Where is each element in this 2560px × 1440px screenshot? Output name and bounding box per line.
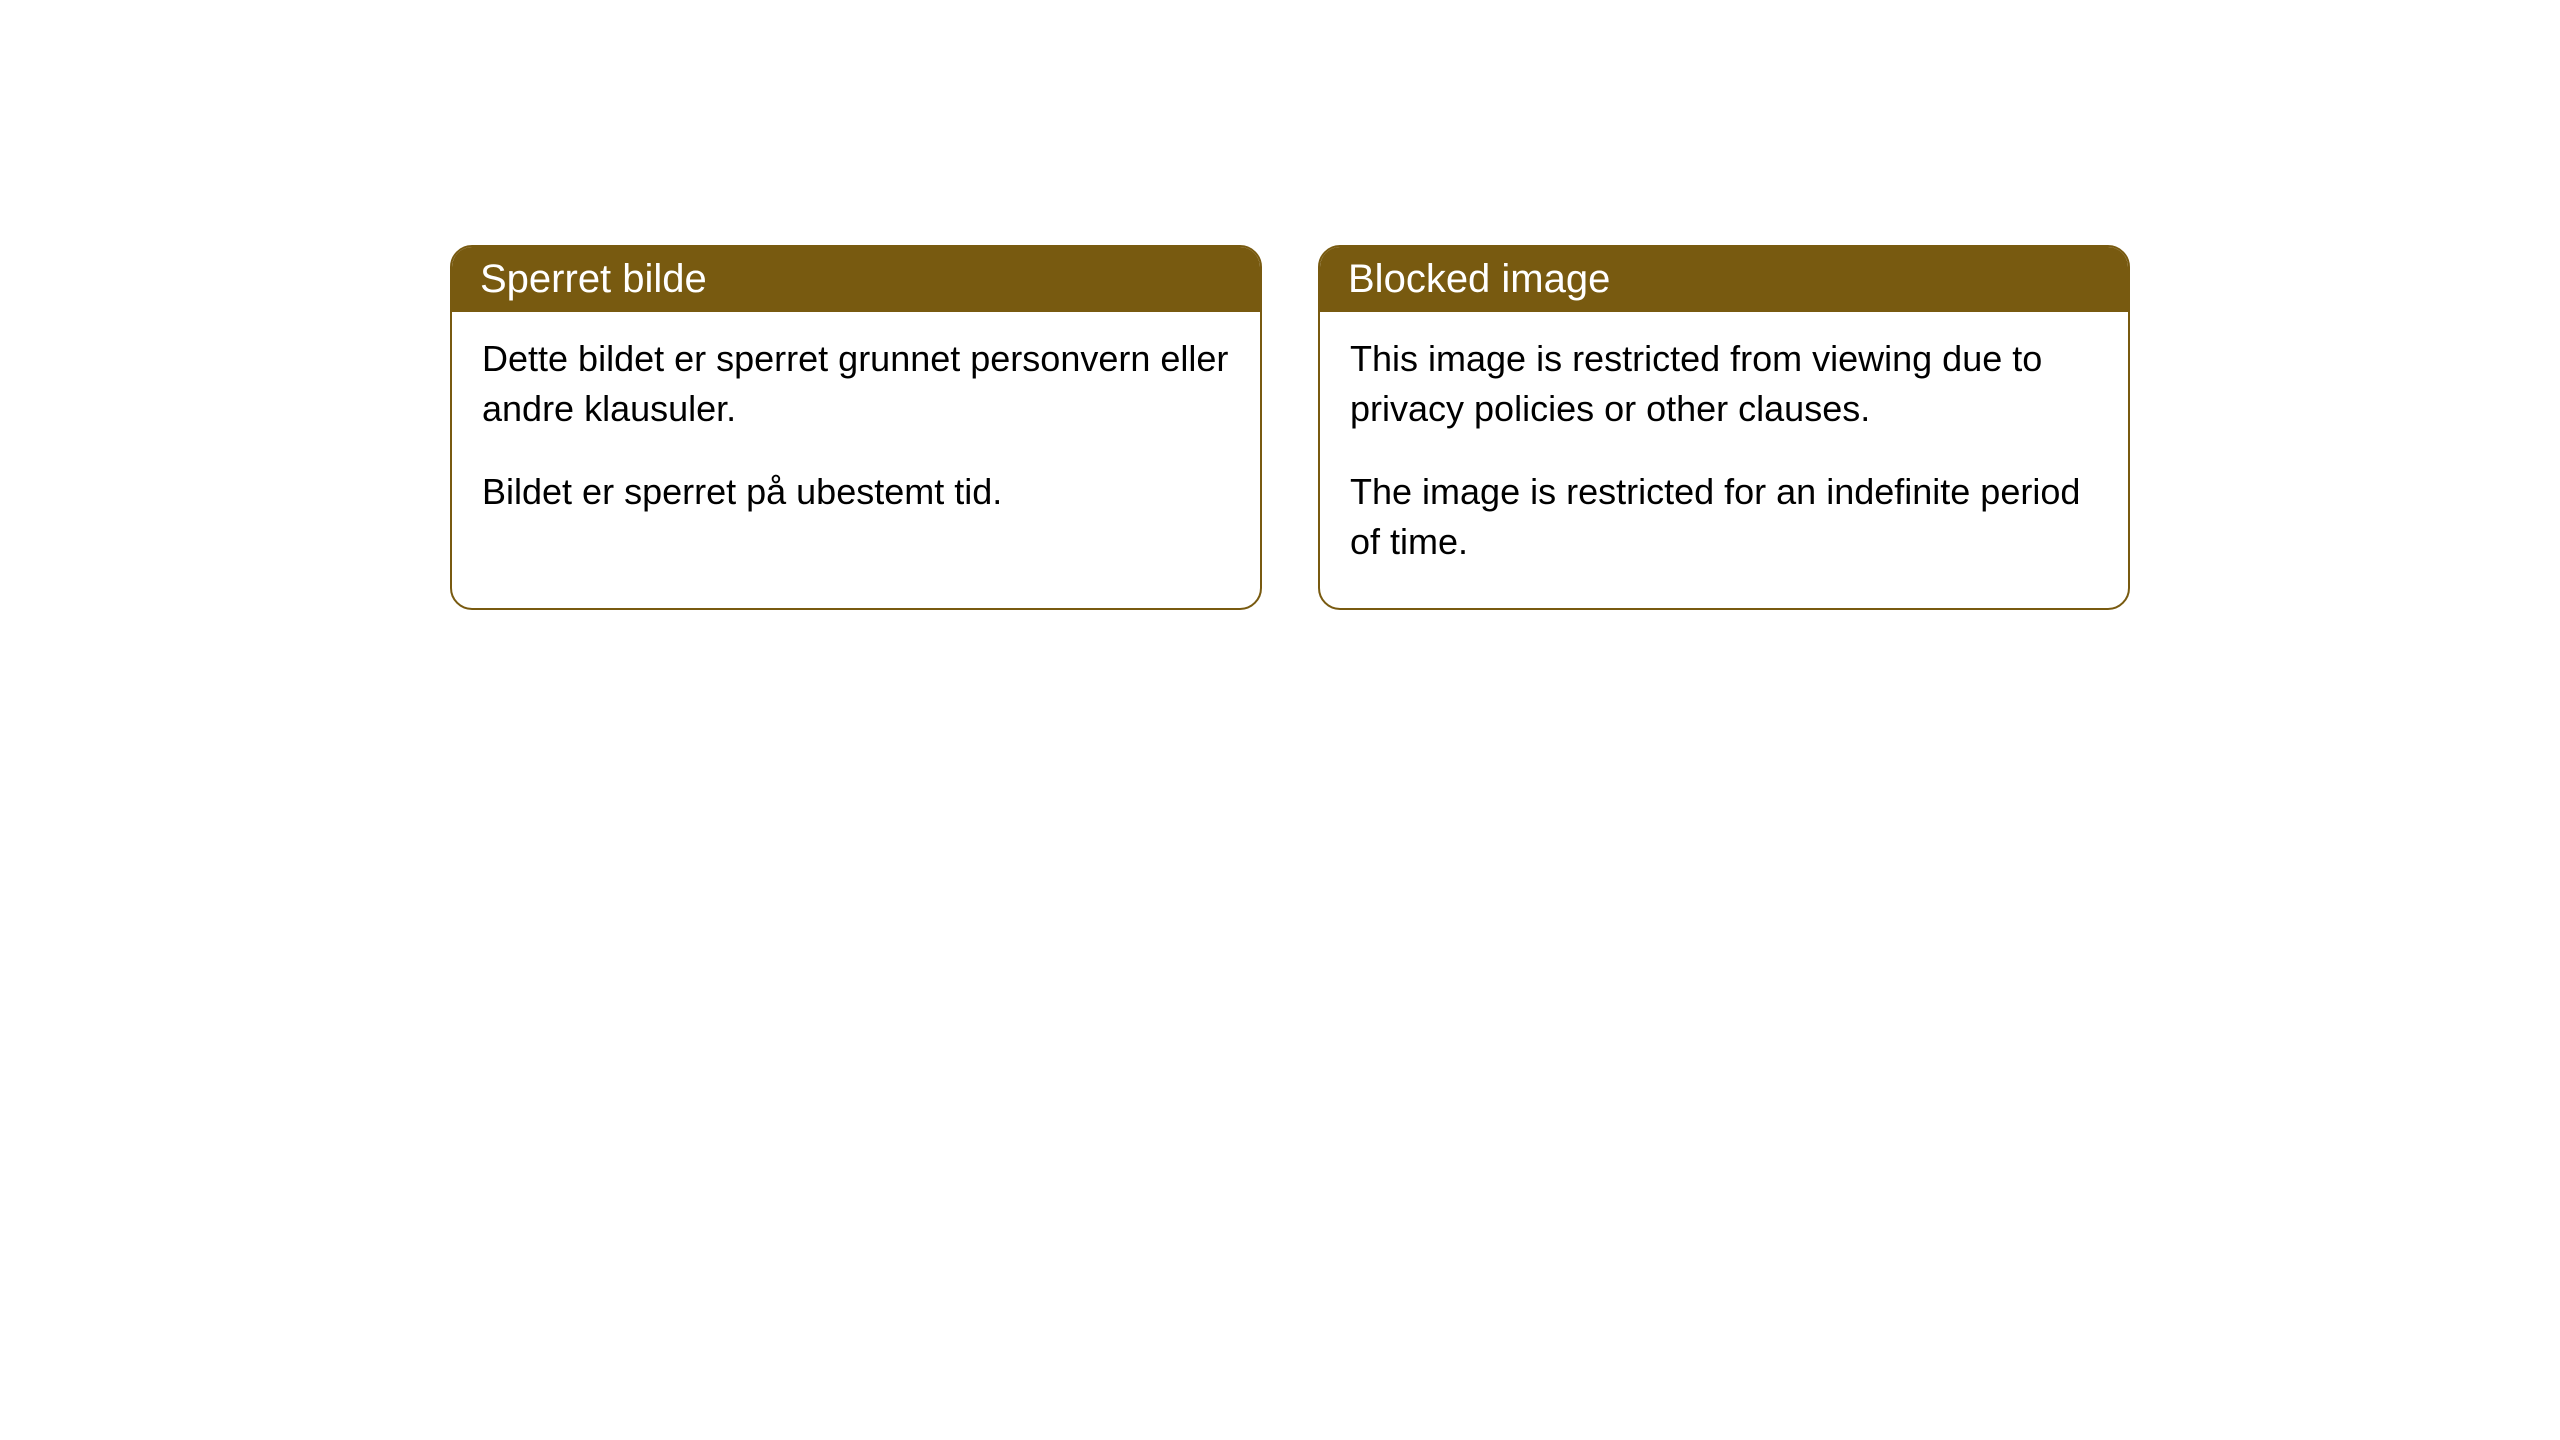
card-title: Blocked image: [1348, 257, 1610, 301]
blocked-image-card-en: Blocked image This image is restricted f…: [1318, 245, 2130, 610]
card-paragraph-1: This image is restricted from viewing du…: [1350, 334, 2098, 435]
card-header: Blocked image: [1320, 247, 2128, 312]
card-title: Sperret bilde: [480, 257, 707, 301]
card-body: Dette bildet er sperret grunnet personve…: [452, 312, 1260, 557]
blocked-image-card-no: Sperret bilde Dette bildet er sperret gr…: [450, 245, 1262, 610]
notice-container: Sperret bilde Dette bildet er sperret gr…: [0, 0, 2560, 610]
card-paragraph-2: The image is restricted for an indefinit…: [1350, 467, 2098, 568]
card-body: This image is restricted from viewing du…: [1320, 312, 2128, 608]
card-header: Sperret bilde: [452, 247, 1260, 312]
card-paragraph-1: Dette bildet er sperret grunnet personve…: [482, 334, 1230, 435]
card-paragraph-2: Bildet er sperret på ubestemt tid.: [482, 467, 1230, 517]
